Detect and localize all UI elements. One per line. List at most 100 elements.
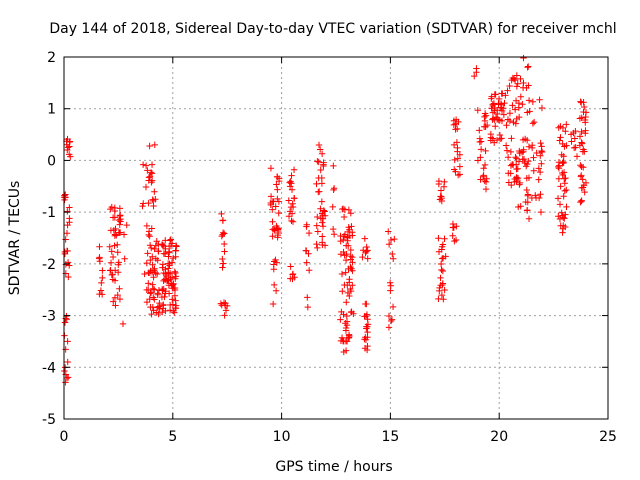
data-point — [158, 293, 166, 301]
y-tick-label: 0 — [47, 153, 56, 169]
data-point — [288, 172, 295, 179]
data-point — [287, 203, 295, 211]
data-point — [330, 231, 338, 238]
data-point — [580, 108, 587, 116]
data-point — [385, 241, 393, 248]
data-point — [221, 230, 228, 237]
data-point — [148, 170, 156, 177]
data-point — [156, 299, 163, 307]
data-point — [449, 224, 457, 231]
data-point — [359, 247, 367, 254]
data-point — [577, 198, 584, 206]
data-point — [64, 338, 71, 345]
data-point — [319, 219, 326, 226]
data-point — [363, 311, 371, 318]
data-point — [342, 319, 349, 327]
data-point — [146, 242, 154, 249]
data-point — [343, 242, 350, 249]
data-point — [439, 267, 447, 275]
data-point — [340, 248, 347, 256]
data-point — [477, 146, 485, 153]
data-point — [150, 294, 157, 301]
data-point — [151, 188, 158, 195]
data-point — [500, 111, 508, 118]
data-point — [481, 161, 489, 169]
data-point — [159, 308, 166, 316]
data-point — [346, 292, 353, 300]
data-point — [114, 291, 121, 299]
data-point — [520, 148, 527, 155]
data-point — [62, 236, 69, 243]
data-point — [286, 179, 293, 186]
data-point — [452, 120, 460, 127]
data-point — [120, 231, 128, 238]
data-point — [568, 138, 575, 145]
data-point — [435, 295, 442, 303]
data-point — [364, 321, 372, 328]
data-point — [115, 259, 122, 266]
data-point — [389, 303, 397, 311]
data-point — [305, 229, 313, 237]
data-point — [159, 302, 167, 309]
data-point — [274, 195, 281, 203]
data-point — [150, 274, 157, 281]
data-point — [479, 173, 487, 180]
data-point — [503, 147, 511, 154]
data-point — [561, 175, 568, 182]
data-point — [145, 228, 153, 235]
data-point — [481, 110, 489, 117]
data-point — [481, 177, 488, 185]
data-point — [339, 236, 347, 244]
data-point — [290, 166, 298, 173]
data-point — [111, 267, 119, 274]
data-point — [530, 118, 538, 126]
data-point — [538, 160, 545, 167]
y-tick-label: -3 — [42, 309, 56, 325]
data-point — [269, 233, 276, 240]
data-point — [155, 310, 162, 318]
data-point — [107, 259, 115, 266]
data-point — [223, 302, 231, 310]
data-point — [441, 286, 448, 294]
data-point — [509, 102, 516, 109]
data-point — [511, 106, 519, 113]
data-point — [343, 312, 350, 320]
data-point — [285, 197, 292, 204]
data-point — [488, 93, 495, 100]
data-point — [480, 123, 488, 130]
data-point — [476, 127, 483, 134]
data-point — [111, 242, 118, 249]
data-point — [147, 256, 154, 264]
data-point — [110, 298, 117, 305]
data-point — [114, 241, 121, 248]
data-point — [512, 154, 519, 161]
data-point — [519, 84, 527, 92]
data-point — [533, 149, 540, 157]
data-point — [483, 121, 491, 129]
data-point — [439, 254, 447, 262]
data-point — [63, 316, 70, 323]
data-point — [143, 259, 150, 267]
data-point — [66, 262, 73, 269]
data-point — [528, 141, 536, 149]
data-point — [107, 227, 115, 234]
data-point — [504, 87, 511, 94]
data-point — [147, 244, 155, 252]
data-point — [362, 336, 370, 343]
data-point — [497, 135, 504, 143]
data-point — [329, 203, 336, 211]
data-point — [563, 142, 570, 149]
data-point — [538, 147, 545, 155]
data-point — [162, 245, 169, 253]
data-point — [582, 129, 589, 137]
data-point — [537, 139, 544, 147]
data-point — [562, 128, 569, 135]
data-point — [218, 210, 225, 218]
data-point — [438, 255, 446, 262]
data-point — [560, 214, 567, 221]
data-point — [560, 193, 567, 200]
data-point — [330, 185, 338, 192]
data-point — [317, 205, 324, 212]
data-point — [347, 246, 355, 254]
data-point — [98, 279, 105, 287]
